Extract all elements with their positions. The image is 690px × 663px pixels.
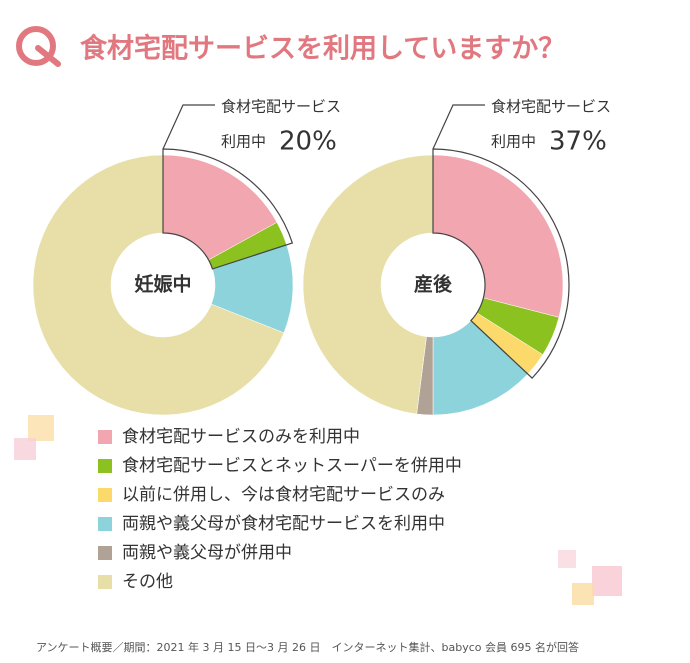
legend-label: 食材宅配サービスとネットスーパーを併用中 [122, 456, 462, 476]
legend-swatch [98, 488, 112, 502]
callout-text: 食材宅配サービス [491, 98, 611, 116]
legend-swatch [98, 546, 112, 560]
legend-swatch [98, 517, 112, 531]
deco [558, 550, 576, 568]
callout-text: 食材宅配サービス [221, 98, 341, 116]
legend-swatch [98, 575, 112, 589]
callout-value: 20% [279, 127, 337, 157]
callout-subtext: 利用中 [491, 133, 536, 151]
deco [14, 438, 36, 460]
legend-label: その他 [122, 572, 173, 592]
title: 食材宅配サービスを利用していますか？ [80, 33, 565, 65]
callout-line [432, 104, 485, 150]
callout-value: 37% [549, 127, 607, 157]
legend-label: 両親や義父母が食材宅配サービスを利用中 [122, 514, 445, 534]
footnote: アンケート概要／期間：2021 年 3 月 15 日〜3 月 26 日 インター… [36, 640, 579, 654]
deco [592, 566, 622, 596]
legend-label: 以前に併用し、今は食材宅配サービスのみ [122, 485, 445, 505]
q-icon [16, 26, 61, 67]
legend-swatch [98, 459, 112, 473]
donut-slice [32, 154, 285, 416]
legend-label: 両親や義父母が併用中 [122, 543, 292, 563]
center-label: 産後 [414, 273, 453, 296]
callout-line [162, 104, 215, 150]
callout-outline [432, 148, 570, 379]
legend-label: 食材宅配サービスのみを利用中 [122, 427, 360, 447]
callout-outline [162, 148, 294, 270]
legend-swatch [98, 430, 112, 444]
deco [28, 415, 54, 441]
center-label: 妊娠中 [134, 273, 191, 296]
donut-slice [302, 154, 434, 415]
deco [572, 583, 594, 605]
callout-subtext: 利用中 [221, 133, 266, 151]
